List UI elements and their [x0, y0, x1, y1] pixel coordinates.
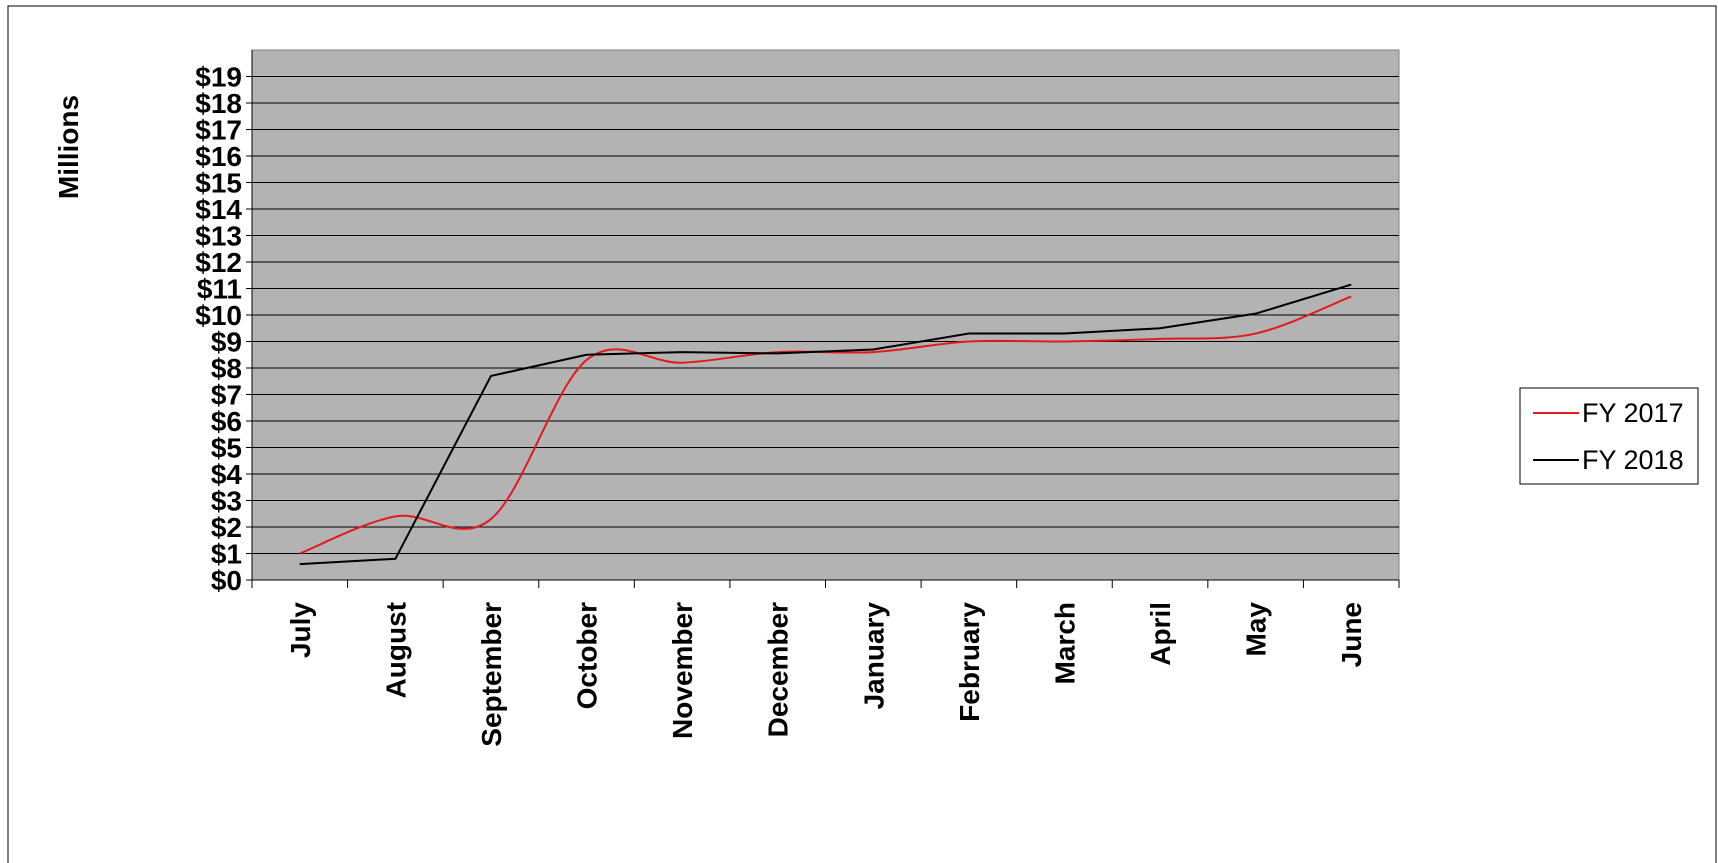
x-tick-label: January: [858, 602, 889, 710]
series-line-1: [299, 295, 1352, 555]
y-tick-label: $17: [195, 115, 242, 146]
y-tick-label: $11: [197, 274, 242, 305]
y-tick-label: $7: [211, 380, 242, 411]
x-tick-label: August: [380, 602, 411, 698]
y-tick-label: $15: [195, 168, 242, 199]
y-tick-label: $13: [195, 221, 242, 252]
series-line-2: [299, 283, 1352, 566]
x-tick-label: April: [1145, 602, 1176, 666]
legend: FY 2017 FY 2018: [1519, 387, 1699, 485]
x-tick-label: March: [1049, 602, 1080, 684]
x-tick-label: October: [572, 602, 603, 709]
y-tick-label: $0: [211, 565, 242, 596]
y-tick-label: $6: [211, 406, 242, 437]
x-tick-label: December: [763, 602, 794, 738]
y-tick-label: $16: [195, 141, 242, 172]
y-tick-label: $10: [195, 300, 242, 331]
y-axis: $0$1$2$3$4$5$6$7$8$9$10$11$12$13$14$15$1…: [195, 50, 253, 596]
y-axis-title: Millions: [53, 95, 84, 199]
y-tick-label: $18: [195, 88, 242, 119]
series-layer: [299, 283, 1352, 566]
x-tick-label: June: [1336, 602, 1367, 667]
x-axis: July August September October November Decemb…: [251, 579, 1400, 747]
plot-area: [251, 49, 1400, 581]
y-tick-label: $8: [211, 353, 242, 384]
y-tick-label: $4: [211, 459, 243, 490]
legend-box: [1519, 387, 1699, 485]
y-tick-label: $14: [195, 194, 242, 225]
x-tick-label: September: [476, 602, 507, 747]
x-tick-label: November: [667, 602, 698, 739]
y-tick-label: $3: [211, 486, 242, 517]
x-tick-label: May: [1241, 602, 1272, 657]
y-tick-label: $1: [211, 539, 242, 570]
y-tick-label: $12: [195, 247, 242, 278]
y-tick-label: $5: [211, 433, 242, 464]
y-tick-label: $19: [195, 62, 242, 93]
x-tick-label: February: [954, 602, 985, 722]
y-tick-label: $9: [211, 327, 242, 358]
legend-label: FY 2017: [1582, 398, 1684, 428]
y-tick-label: $2: [211, 512, 242, 543]
legend-label: FY 2018: [1582, 445, 1684, 475]
x-tick-label: July: [285, 602, 316, 658]
